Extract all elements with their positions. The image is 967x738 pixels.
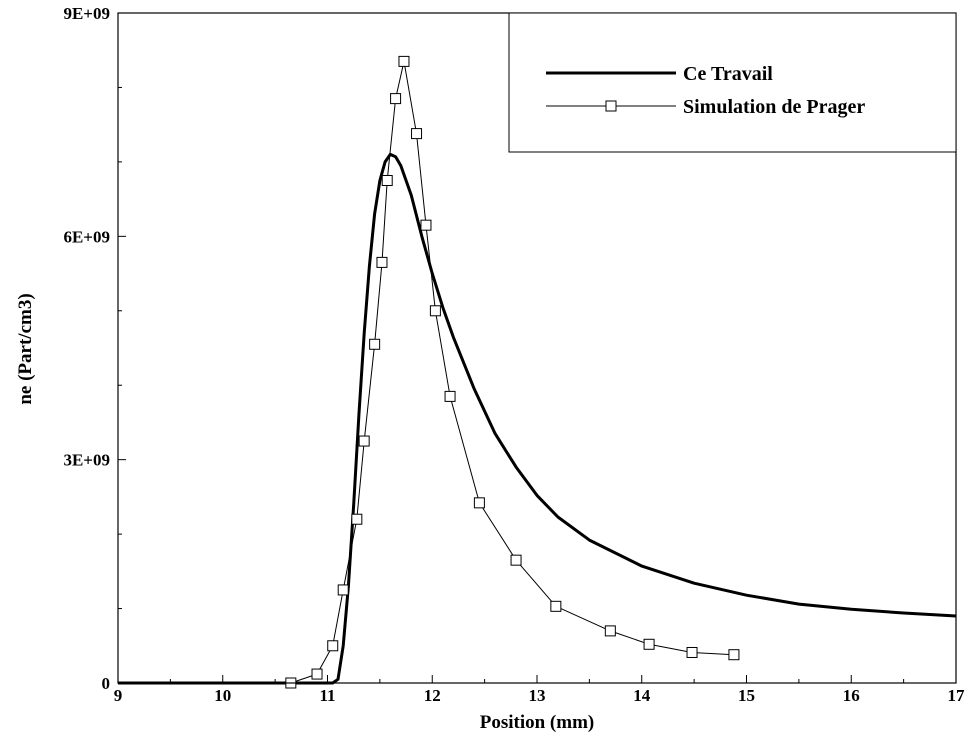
data-point-marker xyxy=(510,554,522,566)
data-point-marker xyxy=(376,256,388,268)
legend-label-ce-travail: Ce Travail xyxy=(683,63,773,85)
data-point-marker xyxy=(398,55,410,67)
data-point-marker xyxy=(728,649,740,661)
x-tick-label: 13 xyxy=(529,686,546,705)
x-tick-label: 12 xyxy=(424,686,441,705)
data-point-marker xyxy=(429,305,441,317)
tick-layer: 9 10 11 12 13 14 15 16 17 0 3E+09 6E+09 9E+09 xyxy=(63,4,965,705)
data-point-marker xyxy=(381,175,393,186)
y-tick-label: 0 xyxy=(102,674,111,693)
data-point-marker xyxy=(337,584,349,596)
data-point-marker xyxy=(327,640,339,652)
x-tick-label: 11 xyxy=(319,686,335,705)
x-tick-label: 16 xyxy=(843,686,860,705)
data-point-marker xyxy=(390,93,402,105)
legend-marker-prager xyxy=(605,100,617,112)
data-point-marker xyxy=(311,668,323,680)
x-tick-label: 17 xyxy=(948,686,966,705)
data-point-marker xyxy=(351,513,363,525)
legend-box xyxy=(508,12,957,153)
x-tick-label: 15 xyxy=(738,686,755,705)
x-tick-label: 14 xyxy=(633,686,651,705)
x-axis-title: Position (mm) xyxy=(480,712,595,733)
series-layer xyxy=(118,55,957,689)
x-tick-label: 9 xyxy=(114,686,123,705)
y-tick-label: 6E+09 xyxy=(63,227,110,246)
data-point-marker xyxy=(473,497,485,509)
y-tick-label: 3E+09 xyxy=(63,451,110,470)
data-point-marker xyxy=(420,219,432,231)
data-point-marker xyxy=(604,625,616,637)
data-point-marker xyxy=(369,338,381,350)
series-line-prager xyxy=(290,60,734,684)
data-point-marker xyxy=(643,638,655,650)
y-tick-label: 9E+09 xyxy=(63,4,110,23)
data-point-marker xyxy=(686,646,698,658)
data-point-marker xyxy=(411,128,423,140)
y-axis-title: ne (Part/cm3) xyxy=(15,293,36,404)
data-point-marker xyxy=(358,435,370,447)
series-line-ce-travail xyxy=(118,152,957,685)
data-point-marker xyxy=(550,600,562,612)
legend-label-prager: Simulation de Prager xyxy=(683,96,865,118)
legend: Ce Travail Simulation de Prager xyxy=(508,12,957,153)
data-point-marker xyxy=(444,390,456,402)
x-tick-label: 10 xyxy=(214,686,231,705)
